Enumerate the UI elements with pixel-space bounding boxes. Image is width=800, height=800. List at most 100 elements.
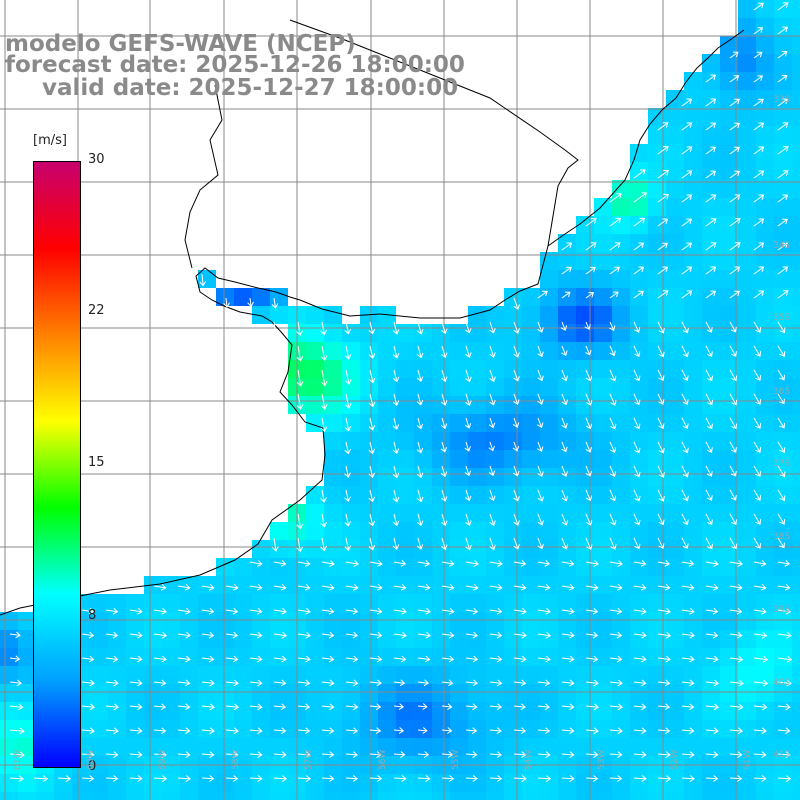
wind-arrow (633, 679, 647, 687)
wind-arrow (273, 560, 287, 567)
wind-arrow (297, 703, 311, 711)
wind-speed-cell (252, 738, 270, 756)
wind-arrow (537, 321, 544, 333)
wind-speed-cell (558, 648, 576, 666)
wind-arrow (681, 537, 689, 550)
wind-speed-cell (612, 234, 630, 252)
lon-label: 60W (86, 749, 96, 770)
wind-speed-cell (594, 540, 612, 558)
wind-arrow (681, 417, 689, 430)
wind-speed-cell (576, 738, 594, 756)
wind-arrow (368, 537, 376, 551)
wind-arrow (633, 607, 647, 615)
wind-arrow (657, 193, 669, 203)
wind-speed-cell (576, 450, 594, 468)
wind-speed-cell (198, 792, 216, 800)
wind-arrow (657, 465, 665, 478)
wind-arrow (393, 631, 407, 639)
wind-arrow (153, 727, 167, 735)
wind-arrow (681, 98, 693, 107)
wind-arrow (657, 393, 665, 405)
wind-arrow (465, 393, 472, 407)
wind-arrow (201, 751, 215, 759)
wind-speed-cell (90, 738, 108, 756)
wind-arrow (416, 441, 424, 454)
wind-speed-cell (702, 576, 720, 594)
wind-speed-cell (666, 324, 684, 342)
wind-speed-cell (630, 648, 648, 666)
wind-speed-cell (72, 774, 90, 792)
wind-arrow (777, 751, 791, 759)
wind-speed-cell (558, 738, 576, 756)
wind-arrow (705, 631, 719, 639)
wind-speed-cell (594, 378, 612, 396)
wind-speed-cell (342, 666, 360, 684)
wind-speed-cell (216, 774, 234, 792)
wind-arrow (489, 679, 503, 687)
wind-speed-cell (756, 468, 774, 486)
wind-arrow (681, 679, 695, 687)
wind-arrow (321, 607, 335, 615)
wind-speed-cell (720, 378, 738, 396)
wind-speed-cell (666, 504, 684, 522)
wind-arrow (777, 417, 786, 429)
wind-speed-cell (702, 792, 720, 800)
wind-speed-cell (342, 774, 360, 792)
wind-speed-cell (792, 198, 800, 216)
wind-arrow (753, 122, 765, 131)
wind-arrow (201, 727, 215, 735)
wind-speed-cell (738, 630, 756, 648)
wind-speed-cell (594, 666, 612, 684)
wind-speed-cell (720, 198, 738, 216)
wind-speed-cell (522, 594, 540, 612)
wind-arrow (296, 513, 304, 530)
wind-arrow (512, 417, 520, 428)
wind-speed-cell (522, 522, 540, 540)
wind-speed-cell (792, 738, 800, 756)
colorbar-tick-30: 30 (88, 152, 105, 167)
wind-speed-cell (342, 324, 360, 342)
wind-speed-cell (414, 684, 432, 702)
wind-speed-cell (432, 738, 450, 756)
wind-arrow (201, 679, 215, 687)
wind-speed-cell (90, 792, 108, 800)
wind-speed-cell (504, 396, 522, 414)
wind-speed-cell (630, 324, 648, 342)
wind-speed-cell (684, 576, 702, 594)
wind-arrow (753, 560, 767, 567)
wind-speed-cell (540, 324, 558, 342)
wind-speed-cell (504, 684, 522, 702)
wind-speed-cell (666, 234, 684, 252)
wind-arrow (249, 655, 263, 663)
wind-speed-cell (774, 216, 792, 234)
wind-arrow (177, 703, 191, 711)
wind-arrow (344, 393, 352, 409)
wind-arrow (633, 369, 641, 382)
wind-speed-cell (144, 684, 162, 702)
wind-speed-cell (216, 612, 234, 630)
wind-speed-cell (756, 594, 774, 612)
wind-arrow (705, 583, 719, 591)
wind-speed-cell (414, 504, 432, 522)
wind-speed-cell (558, 792, 576, 800)
wind-speed-cell (468, 594, 486, 612)
wind-arrow (105, 775, 119, 782)
wind-speed-cell (216, 738, 234, 756)
wind-arrow (609, 345, 616, 357)
wind-arrow (753, 194, 765, 203)
wind-arrow (561, 393, 568, 406)
wind-speed-cell (504, 378, 522, 396)
wind-arrow (729, 465, 737, 477)
wind-arrow (513, 537, 520, 550)
wind-speed-cell (0, 792, 18, 800)
wind-arrow (344, 369, 352, 385)
wind-arrow (729, 607, 743, 615)
wind-speed-cell (648, 288, 666, 306)
wind-speed-cell (360, 666, 378, 684)
wind-arrow (537, 513, 545, 526)
wind-arrow (81, 679, 95, 687)
wind-speed-cell (0, 720, 18, 738)
wind-arrow (561, 417, 568, 429)
wind-speed-cell (558, 378, 576, 396)
wind-arrow (729, 751, 743, 759)
